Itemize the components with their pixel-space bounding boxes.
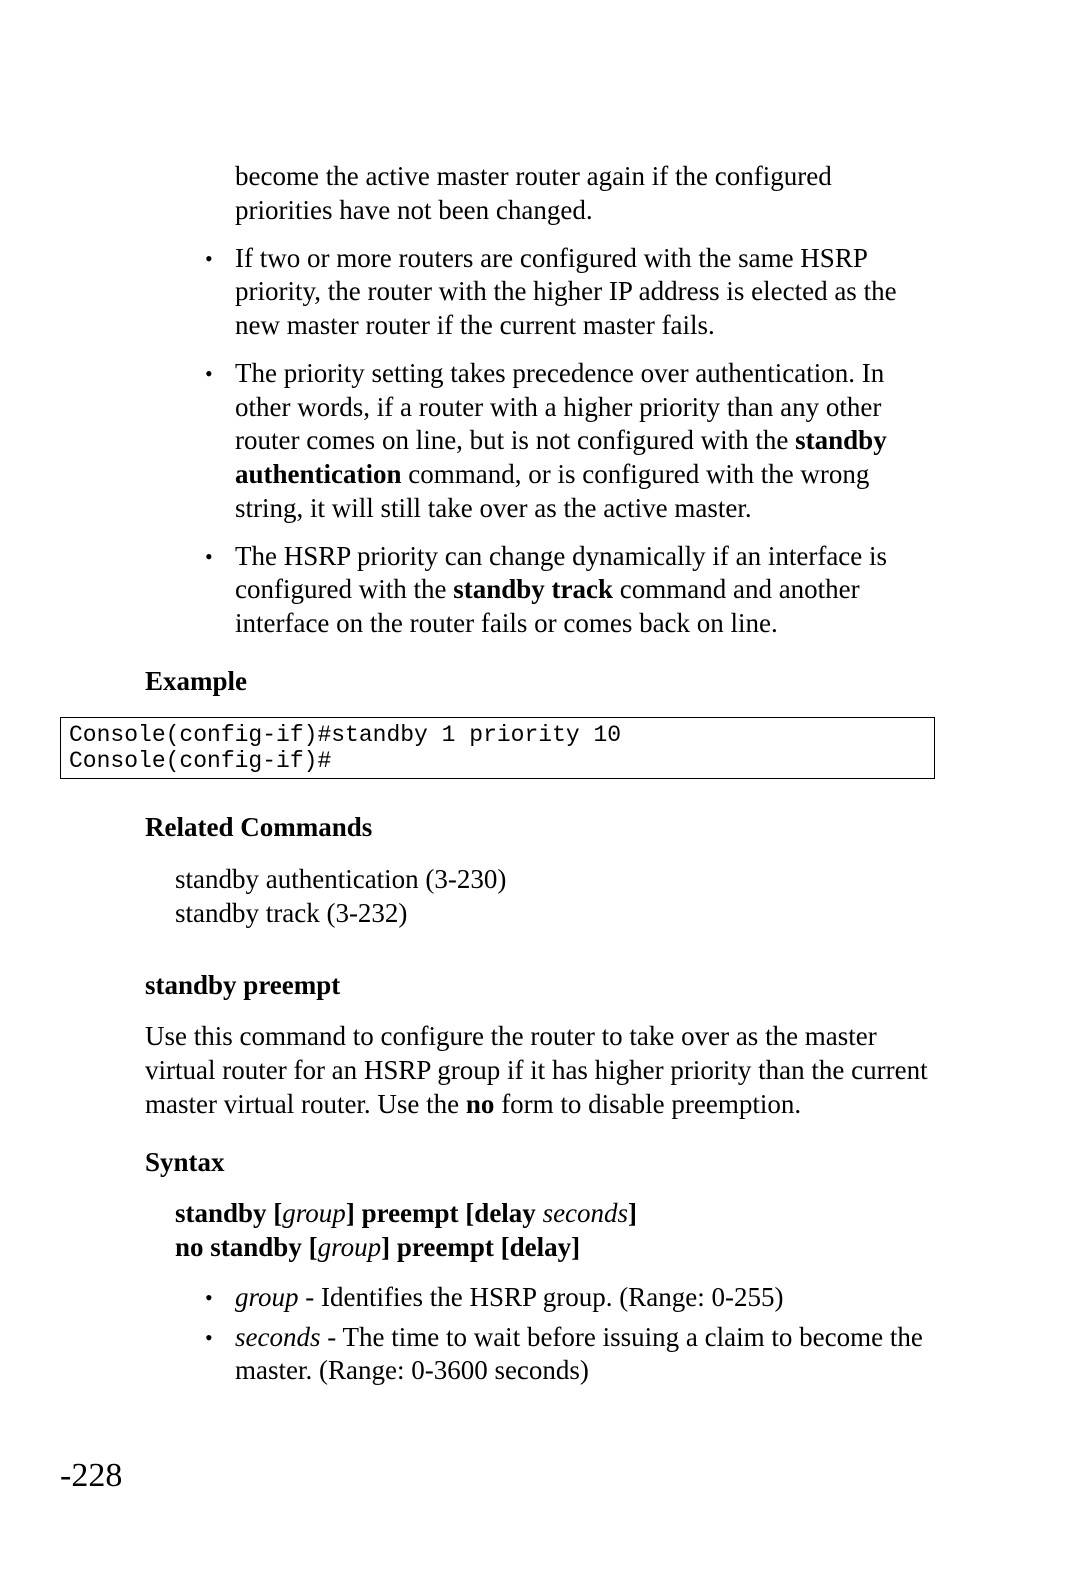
list-item: The priority setting takes precedence ov…: [205, 357, 935, 526]
bullet-text-bold: standby track: [453, 574, 613, 604]
bullet-text: If two or more routers are configured wi…: [235, 243, 897, 341]
page-content: become the active master router again if…: [145, 160, 935, 1388]
code-example-box: Console(config-if)#standby 1 priority 10…: [60, 717, 935, 780]
related-commands-heading: Related Commands: [145, 811, 935, 845]
syntax-token: [: [267, 1198, 283, 1228]
desc-post: form to disable preemption.: [494, 1089, 801, 1119]
param-item: seconds - The time to wait before issuin…: [205, 1321, 935, 1389]
syntax-line: no standby [group] preempt [delay]: [175, 1231, 935, 1265]
param-desc: - Identifies the HSRP group. (Range: 0-2…: [299, 1282, 784, 1312]
param-item: group - Identifies the HSRP group. (Rang…: [205, 1281, 935, 1315]
desc-bold: no: [466, 1089, 495, 1119]
syntax-token: delay: [474, 1198, 536, 1228]
syntax-token: delay: [510, 1232, 572, 1262]
bullet-text-pre: The priority setting takes precedence ov…: [235, 358, 884, 456]
bullet-text: become the active master router again if…: [235, 161, 832, 225]
command-heading: standby preempt: [145, 969, 935, 1003]
param-name: seconds: [235, 1322, 320, 1352]
document-page: become the active master router again if…: [0, 0, 1080, 1570]
related-command: standby track (3-232): [175, 897, 935, 931]
top-bullet-list: become the active master router again if…: [145, 160, 935, 641]
syntax-line: standby [group] preempt [delay seconds]: [175, 1197, 935, 1231]
code-line: Console(config-if)#standby 1 priority 10: [69, 722, 621, 748]
syntax-heading: Syntax: [145, 1146, 935, 1180]
syntax-token: ]: [628, 1198, 637, 1228]
syntax-token: preempt: [362, 1198, 459, 1228]
syntax-token: [: [302, 1232, 318, 1262]
related-commands-block: standby authentication (3-230) standby t…: [145, 863, 935, 931]
example-heading: Example: [145, 665, 935, 699]
syntax-token: preempt: [397, 1232, 494, 1262]
syntax-token: standby: [175, 1198, 267, 1228]
command-description: Use this command to configure the router…: [145, 1020, 935, 1121]
syntax-token: no standby: [175, 1232, 302, 1262]
list-item-continuation: become the active master router again if…: [205, 160, 935, 228]
syntax-token: seconds: [543, 1198, 628, 1228]
syntax-token: ]: [571, 1232, 580, 1262]
list-item: If two or more routers are configured wi…: [205, 242, 935, 343]
code-line: Console(config-if)#: [69, 748, 331, 774]
related-command: standby authentication (3-230): [175, 863, 935, 897]
syntax-token: [: [459, 1198, 475, 1228]
param-list: group - Identifies the HSRP group. (Rang…: [145, 1281, 935, 1388]
list-item: The HSRP priority can change dynamically…: [205, 540, 935, 641]
syntax-token: group: [282, 1198, 346, 1228]
syntax-token: ]: [346, 1198, 362, 1228]
param-desc: - The time to wait before issuing a clai…: [235, 1322, 923, 1386]
syntax-token: group: [318, 1232, 382, 1262]
page-number: -228: [60, 1457, 122, 1495]
syntax-block: standby [group] preempt [delay seconds] …: [145, 1197, 935, 1265]
param-name: group: [235, 1282, 299, 1312]
syntax-token: ]: [381, 1232, 397, 1262]
syntax-token: [: [494, 1232, 510, 1262]
syntax-token: [536, 1198, 543, 1228]
